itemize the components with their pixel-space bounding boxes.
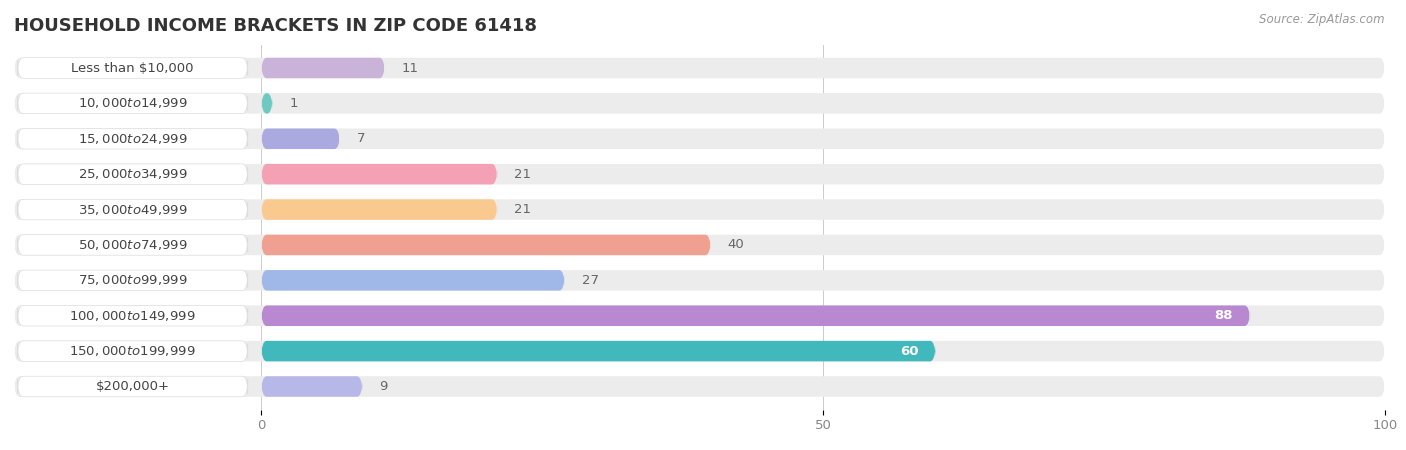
- Text: 60: 60: [900, 345, 918, 358]
- Text: $150,000 to $199,999: $150,000 to $199,999: [69, 344, 195, 358]
- Text: 27: 27: [582, 274, 599, 287]
- FancyBboxPatch shape: [17, 376, 247, 397]
- FancyBboxPatch shape: [14, 199, 1385, 220]
- FancyBboxPatch shape: [262, 58, 385, 78]
- Text: $10,000 to $14,999: $10,000 to $14,999: [77, 96, 187, 110]
- FancyBboxPatch shape: [17, 341, 247, 361]
- Text: $200,000+: $200,000+: [96, 380, 170, 393]
- FancyBboxPatch shape: [262, 270, 565, 291]
- Text: $75,000 to $99,999: $75,000 to $99,999: [77, 273, 187, 288]
- FancyBboxPatch shape: [14, 376, 1385, 397]
- Text: 1: 1: [290, 97, 298, 110]
- Text: $15,000 to $24,999: $15,000 to $24,999: [77, 132, 187, 146]
- FancyBboxPatch shape: [17, 306, 247, 326]
- FancyBboxPatch shape: [17, 129, 247, 149]
- FancyBboxPatch shape: [262, 199, 498, 220]
- FancyBboxPatch shape: [262, 164, 498, 184]
- FancyBboxPatch shape: [14, 235, 1385, 255]
- Text: 21: 21: [515, 203, 531, 216]
- Text: $25,000 to $34,999: $25,000 to $34,999: [77, 167, 187, 181]
- FancyBboxPatch shape: [17, 270, 247, 291]
- FancyBboxPatch shape: [262, 376, 363, 397]
- FancyBboxPatch shape: [14, 341, 1385, 361]
- Text: 21: 21: [515, 168, 531, 180]
- FancyBboxPatch shape: [17, 93, 247, 114]
- FancyBboxPatch shape: [262, 306, 1250, 326]
- Text: Less than $10,000: Less than $10,000: [72, 62, 194, 75]
- FancyBboxPatch shape: [17, 58, 247, 78]
- FancyBboxPatch shape: [17, 199, 247, 220]
- Text: $100,000 to $149,999: $100,000 to $149,999: [69, 309, 195, 323]
- FancyBboxPatch shape: [14, 93, 1385, 114]
- Text: $50,000 to $74,999: $50,000 to $74,999: [77, 238, 187, 252]
- FancyBboxPatch shape: [14, 129, 1385, 149]
- Text: 40: 40: [727, 238, 744, 252]
- FancyBboxPatch shape: [17, 235, 247, 255]
- FancyBboxPatch shape: [262, 129, 340, 149]
- FancyBboxPatch shape: [262, 235, 710, 255]
- Text: HOUSEHOLD INCOME BRACKETS IN ZIP CODE 61418: HOUSEHOLD INCOME BRACKETS IN ZIP CODE 61…: [14, 17, 537, 35]
- Text: 11: 11: [402, 62, 419, 75]
- Text: $35,000 to $49,999: $35,000 to $49,999: [77, 202, 187, 216]
- Text: 9: 9: [380, 380, 388, 393]
- FancyBboxPatch shape: [14, 58, 1385, 78]
- FancyBboxPatch shape: [14, 270, 1385, 291]
- FancyBboxPatch shape: [14, 164, 1385, 184]
- FancyBboxPatch shape: [262, 93, 273, 114]
- FancyBboxPatch shape: [262, 341, 935, 361]
- FancyBboxPatch shape: [17, 164, 247, 184]
- FancyBboxPatch shape: [14, 306, 1385, 326]
- Text: 7: 7: [357, 132, 366, 145]
- Text: 88: 88: [1215, 309, 1233, 322]
- Text: Source: ZipAtlas.com: Source: ZipAtlas.com: [1260, 14, 1385, 27]
